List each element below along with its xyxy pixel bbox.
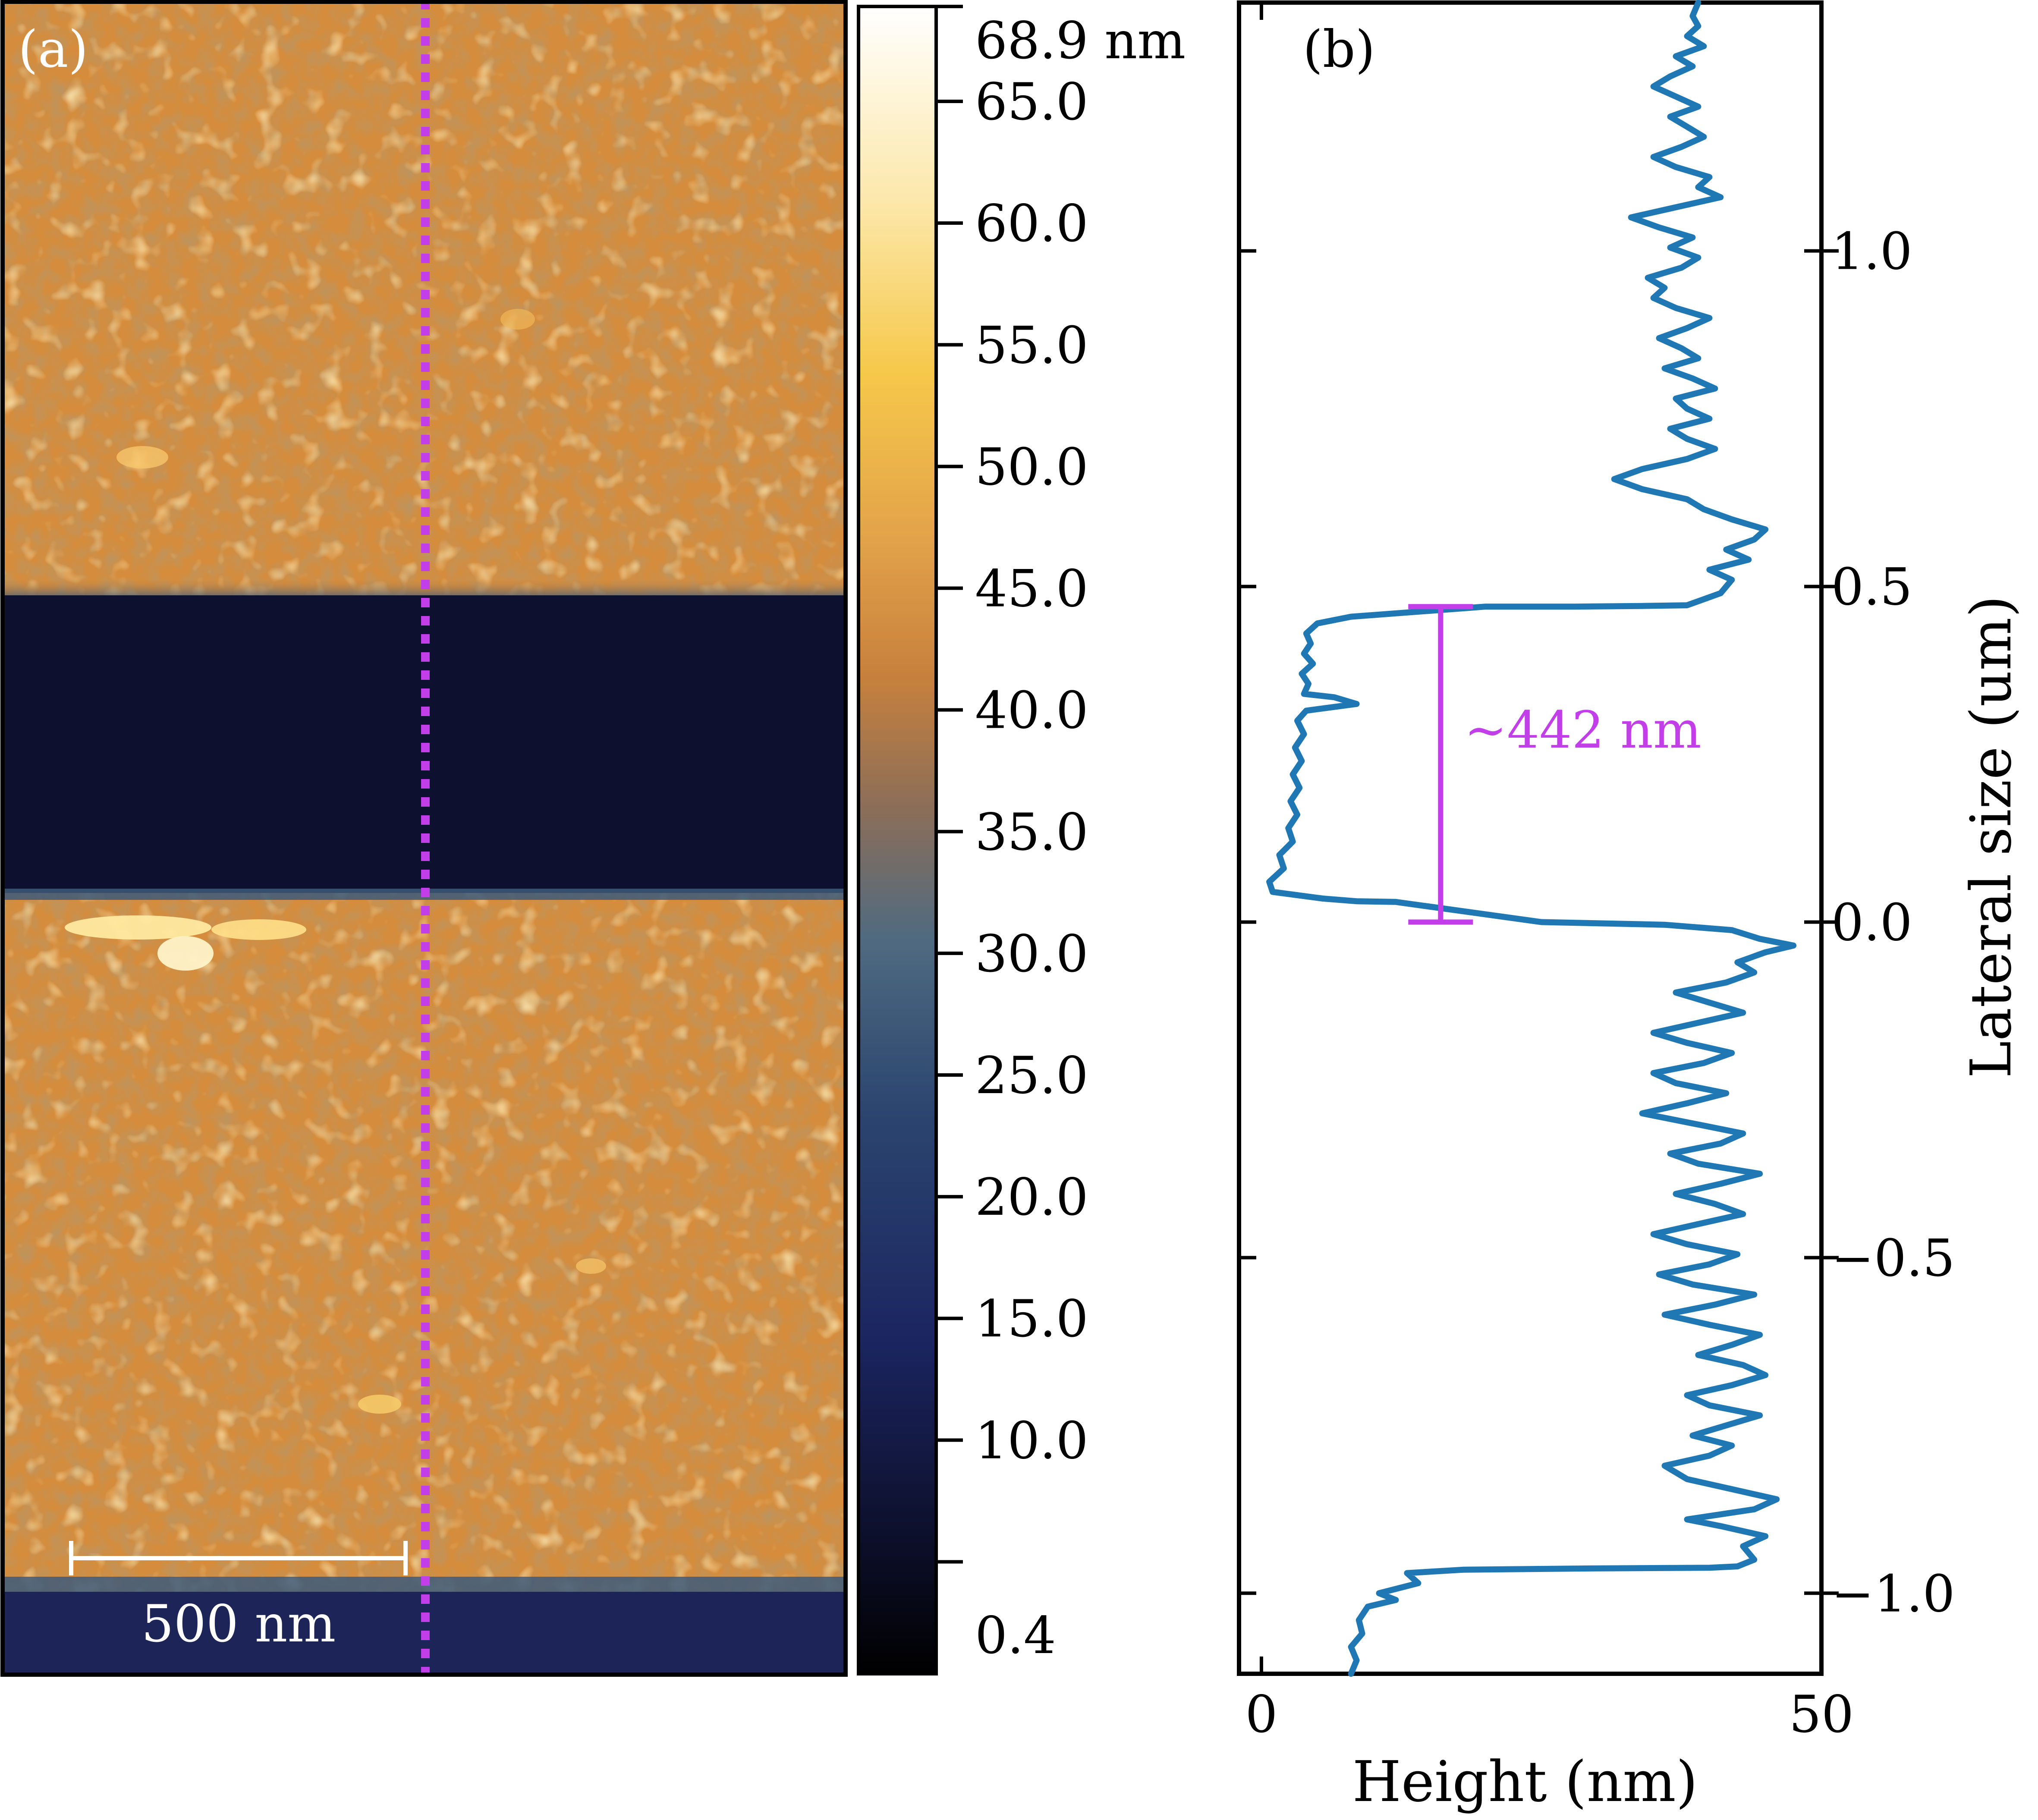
colorbar-tick-label: 35.0 bbox=[975, 802, 1088, 862]
y-tick-label: 0.5 bbox=[1831, 557, 1912, 617]
panel-a-label: (a) bbox=[18, 19, 88, 79]
colorbar: 65.0 60.0 55.0 50.0 45.0 40.0 35.0 30.0 25.0 20.0… bbox=[857, 5, 1186, 1675]
colorbar-top-label: 68.9 nm bbox=[975, 11, 1186, 70]
y-tick-label: 0.0 bbox=[1831, 893, 1912, 952]
colorbar-tick-label: 40.0 bbox=[975, 681, 1088, 740]
colorbar-tick-label: 50.0 bbox=[975, 437, 1088, 497]
x-axis-label: Height (nm) bbox=[1352, 1749, 1698, 1814]
height-profile-series bbox=[1266, 0, 1797, 1677]
profile-plot: 0 50 1.0 0.5 0.0 −0.5 −1.0 ~442 nm (b) Height … bbox=[1237, 0, 2024, 1814]
colorbar-gradient bbox=[857, 5, 938, 1675]
step-height-annotation: ~442 nm bbox=[1464, 700, 1701, 760]
afm-image-frame bbox=[0, 0, 848, 1677]
colorbar-tick-label: 45.0 bbox=[975, 559, 1088, 619]
plot-frame bbox=[1237, 0, 1824, 1676]
y-tick-label: 1.0 bbox=[1831, 222, 1912, 281]
colorbar-tick-label: 25.0 bbox=[975, 1046, 1088, 1105]
x-tick-label: 0 bbox=[1245, 1685, 1277, 1744]
panel-b-label: (b) bbox=[1303, 19, 1375, 79]
colorbar-tick-label: 20.0 bbox=[975, 1167, 1088, 1227]
colorbar-tick-label: 55.0 bbox=[975, 315, 1088, 375]
scale-bar bbox=[69, 1541, 408, 1575]
afm-image bbox=[3, 3, 845, 1674]
colorbar-tick-label: 65.0 bbox=[975, 72, 1088, 132]
step-height-bracket bbox=[1408, 604, 1473, 925]
scale-bar-label: 500 nm bbox=[142, 1594, 336, 1653]
x-tick-label: 50 bbox=[1789, 1685, 1854, 1744]
colorbar-tick-label: 60.0 bbox=[975, 194, 1088, 253]
y-axis-label: Lateral size (um) bbox=[1958, 595, 2024, 1078]
axis-ticks: 0 50 1.0 0.5 0.0 −0.5 −1.0 bbox=[1239, 3, 1955, 1744]
bright-particles bbox=[65, 309, 606, 1414]
colorbar-ticks: 65.0 60.0 55.0 50.0 45.0 40.0 35.0 30.0 25.0 20.0… bbox=[936, 5, 1088, 1564]
y-tick-label: −0.5 bbox=[1831, 1228, 1955, 1288]
y-tick-label: −1.0 bbox=[1831, 1564, 1955, 1623]
colorbar-tick-label: 30.0 bbox=[975, 924, 1088, 984]
colorbar-bottom-label: 0.4 bbox=[975, 1606, 1056, 1665]
colorbar-tick-label: 10.0 bbox=[975, 1411, 1088, 1470]
colorbar-tick-label: 15.0 bbox=[975, 1289, 1088, 1348]
